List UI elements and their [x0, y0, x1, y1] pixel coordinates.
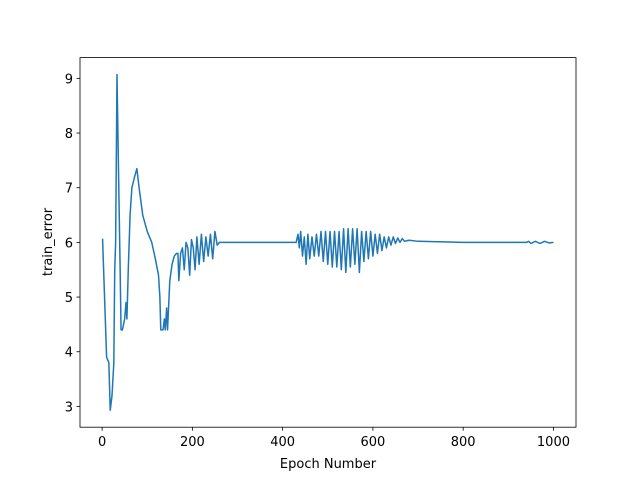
x-axis-label: Epoch Number: [280, 457, 377, 472]
y-tick-label: 6: [65, 236, 73, 251]
data-line: [101, 73, 554, 411]
x-tick-label: 1000: [537, 435, 570, 450]
x-tick-label: 600: [360, 435, 385, 450]
y-tick-label: 4: [65, 346, 73, 361]
x-tick-label: 400: [270, 435, 295, 450]
y-axis-label: train_error: [41, 207, 56, 276]
x-tick-label: 200: [180, 435, 205, 450]
y-tick-label: 9: [65, 72, 73, 87]
x-tick-label: 0: [98, 435, 106, 450]
plot-frame: [79, 57, 577, 428]
y-tick-label: 7: [65, 182, 73, 197]
x-tick-label: 800: [451, 435, 476, 450]
y-tick-label: 5: [65, 291, 73, 306]
y-tick-label: 3: [65, 400, 73, 415]
y-tick-label: 8: [65, 127, 73, 142]
